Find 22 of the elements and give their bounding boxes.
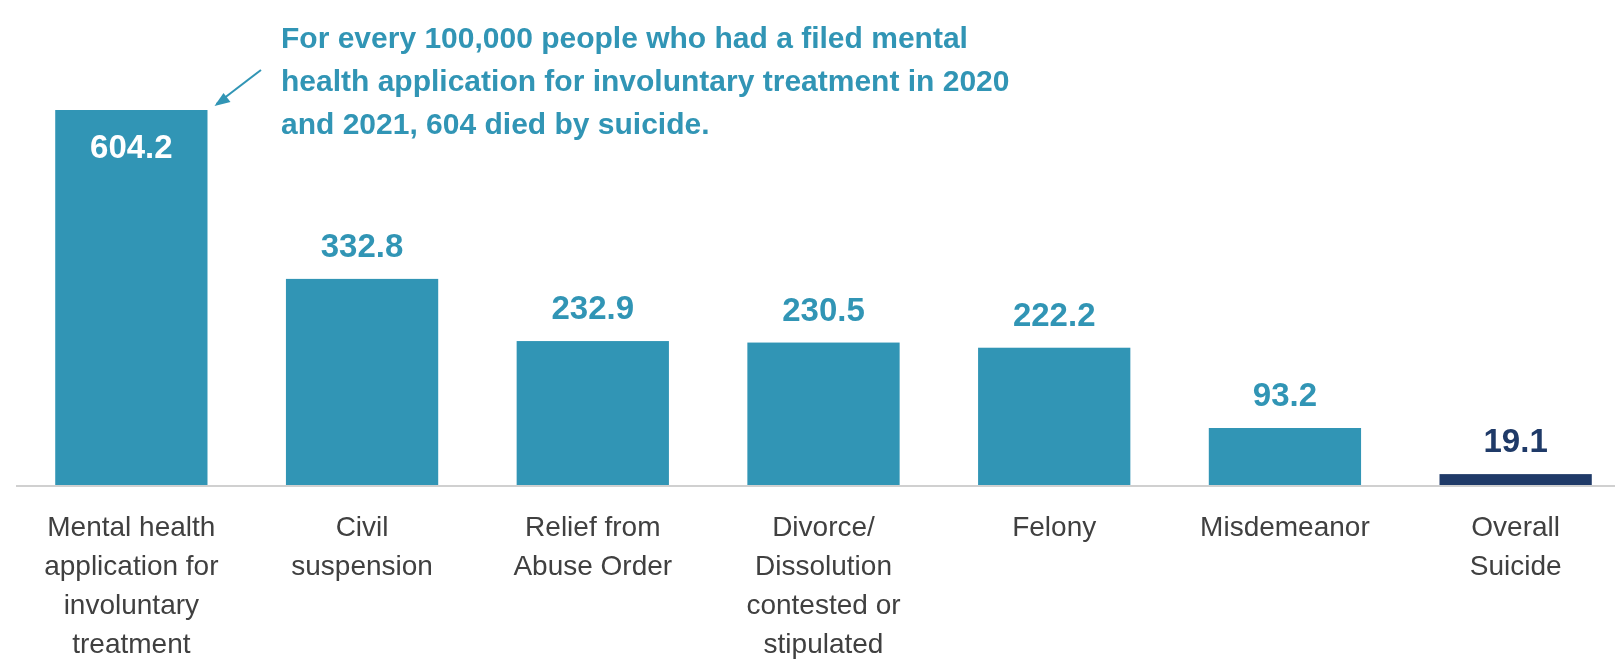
data-label: 93.2: [1252, 376, 1318, 413]
data-label: 332.8: [320, 226, 404, 264]
data-label: 19.1: [1483, 422, 1548, 460]
x-tick-label: Overall Suicide: [1469, 511, 1562, 581]
x-tick-label: Mental health application for involuntary treatment: [44, 511, 219, 659]
data-label: 604.2: [90, 128, 173, 165]
x-tick-label: Felony: [1012, 511, 1097, 542]
x-tick-label: Relief from Abuse Order: [513, 511, 673, 581]
bar: [1439, 474, 1592, 486]
x-tick-label: Civil suspension: [291, 511, 433, 581]
bar: [285, 278, 439, 486]
annotation: For every 100,000 people who had a filed mental health application for involuntary treatment in 2020 and 2021, 604 died by suicide.: [281, 21, 1010, 140]
bar: [516, 341, 669, 486]
data-label: 232.9: [551, 289, 635, 327]
x-tick-label: Divorce/ Dissolution contested or stipulated: [746, 511, 901, 659]
bar: [55, 110, 208, 486]
data-label: 230.5: [782, 290, 865, 328]
bar: [978, 347, 1131, 486]
x-tick-label: Misdemeanor: [1200, 511, 1370, 542]
bar: [1208, 428, 1362, 486]
data-label: 222.2: [1012, 295, 1096, 333]
bar: [747, 342, 900, 486]
